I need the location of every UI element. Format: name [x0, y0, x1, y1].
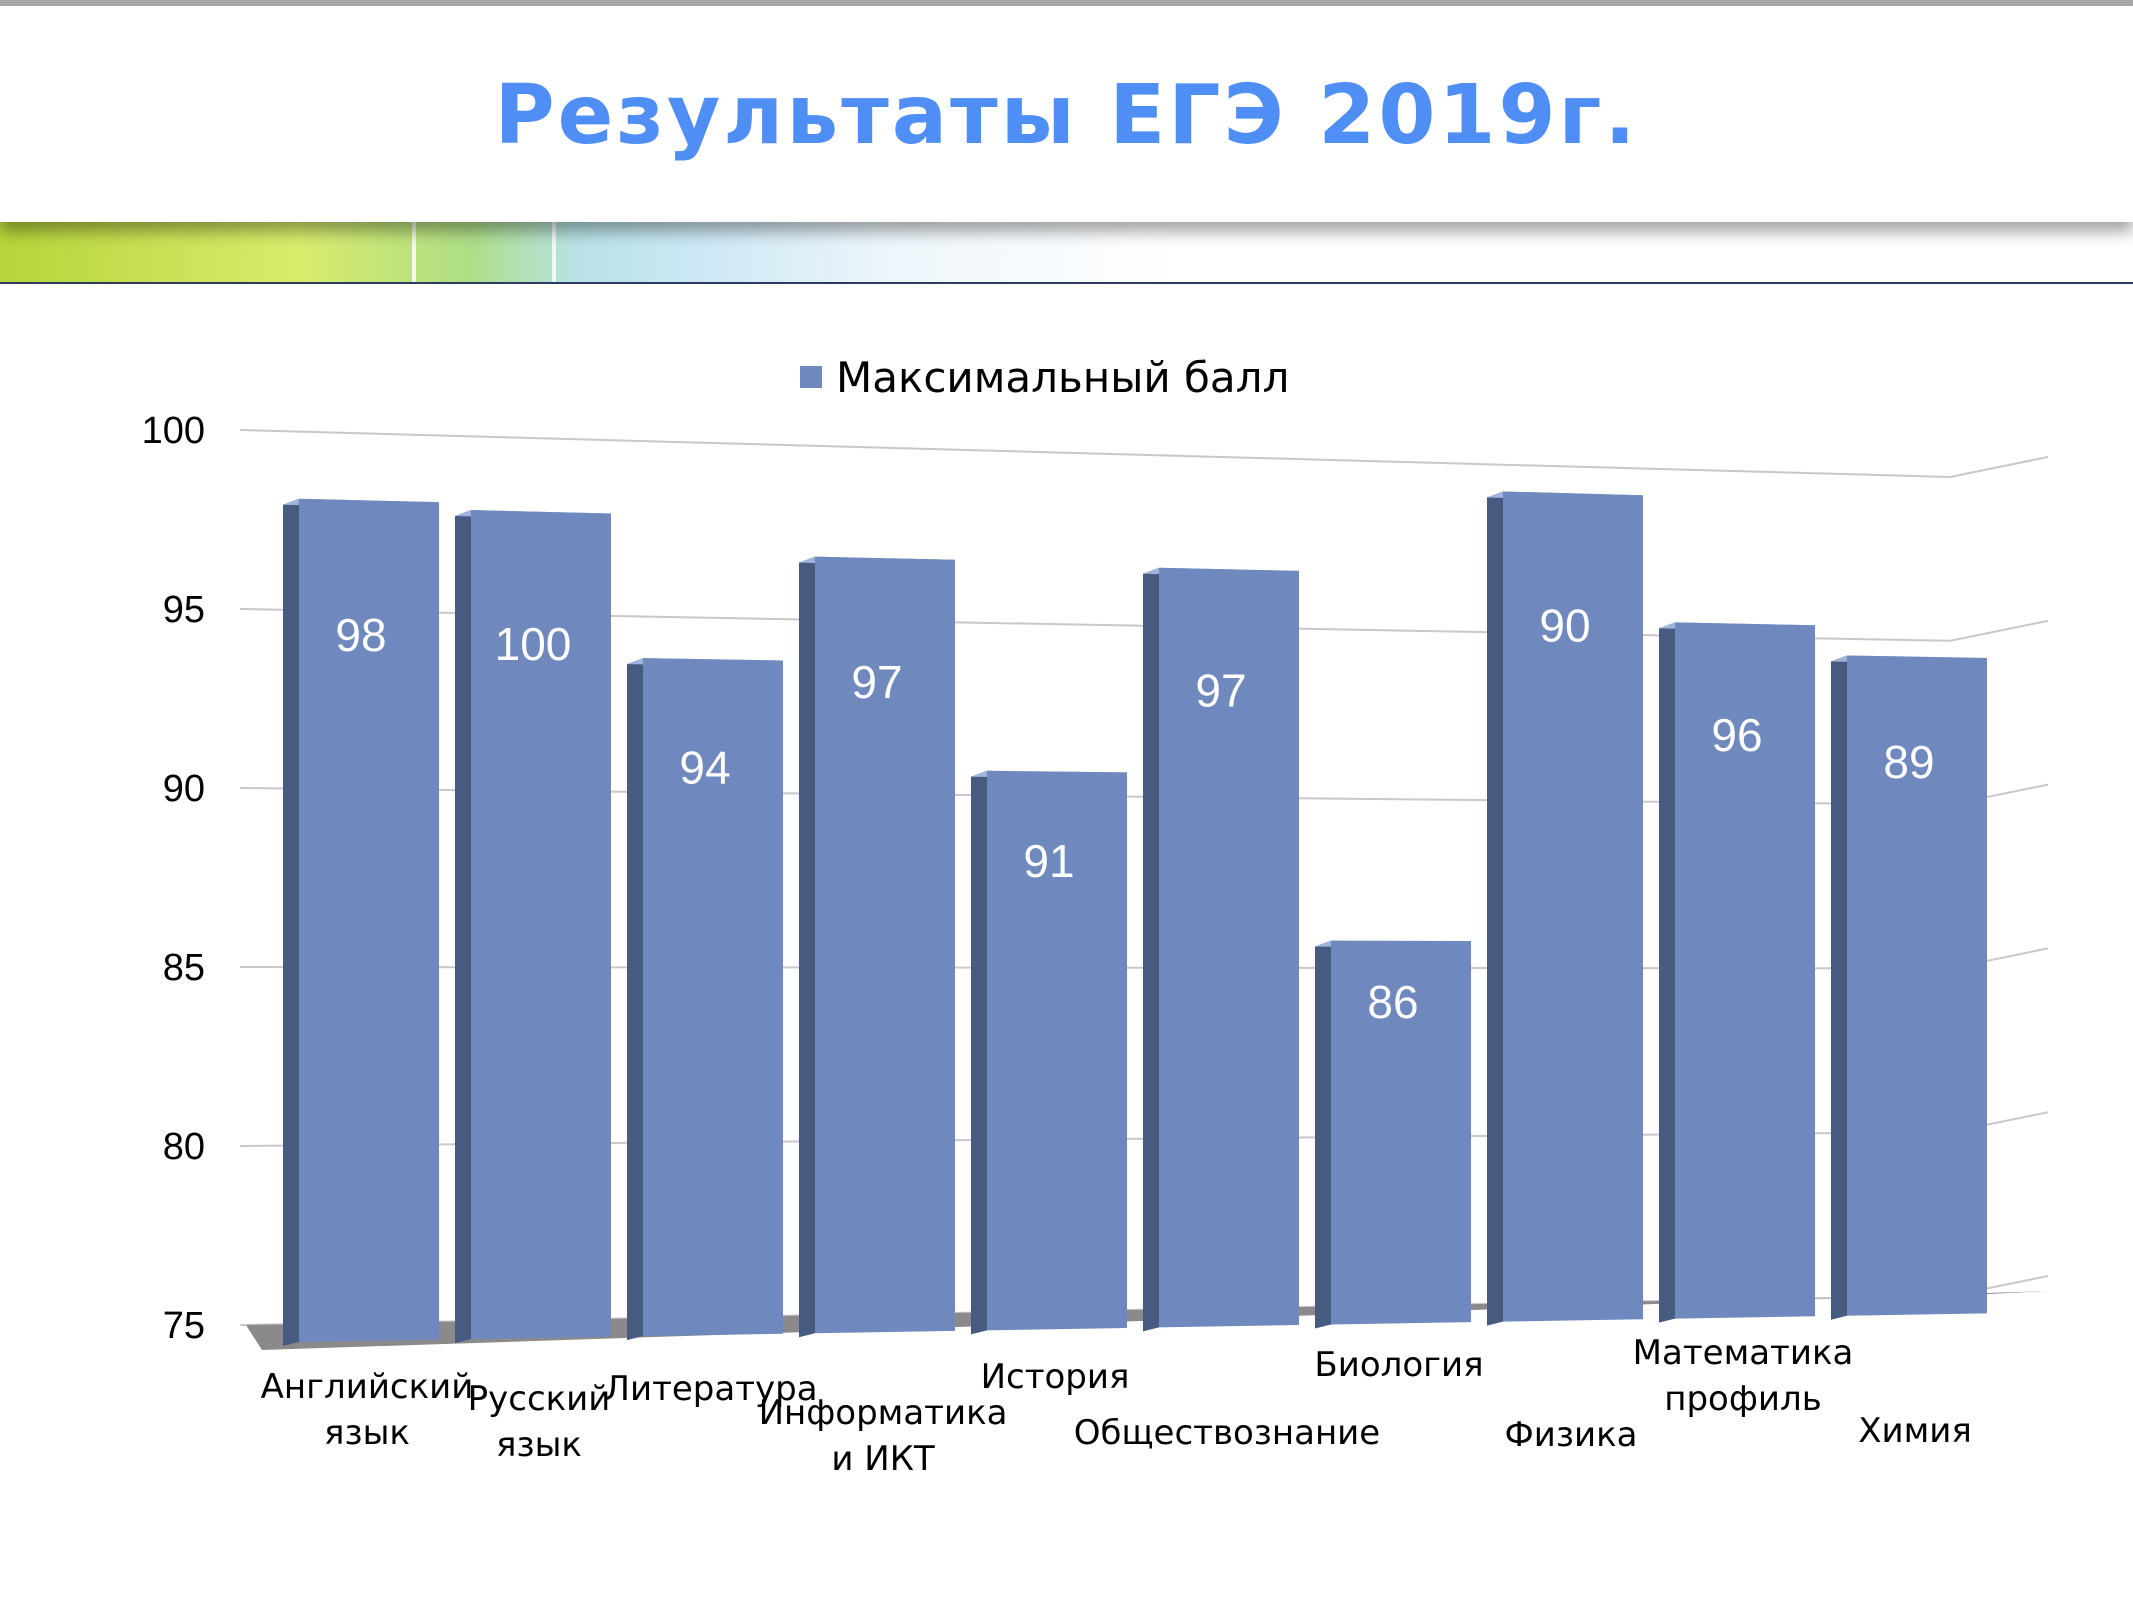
category-label-line: профиль — [1664, 1379, 1822, 1419]
y-tick-label: 100 — [142, 410, 205, 452]
bar-side — [283, 498, 299, 1346]
bar-side — [971, 770, 987, 1335]
category-label-line: Информатика — [759, 1393, 1008, 1433]
decorative-banner — [0, 222, 2133, 284]
bar — [1503, 491, 1643, 1322]
y-tick-label: 80 — [163, 1126, 205, 1168]
category-label: Английский язык — [261, 1367, 474, 1453]
y-tick-label: 85 — [163, 947, 205, 989]
category-label-line: язык — [324, 1413, 410, 1453]
legend-swatch — [800, 366, 822, 388]
data-label: 94 — [679, 741, 730, 793]
category-label: Обществознание — [1074, 1413, 1380, 1453]
banner-stripe — [412, 222, 416, 284]
slide-header: Результаты ЕГЭ 2019г. — [0, 6, 2133, 222]
data-label: 97 — [851, 656, 902, 708]
gridline-side — [1949, 619, 2049, 642]
category-label: История — [981, 1357, 1130, 1397]
bar-side — [1659, 622, 1675, 1323]
bar — [1159, 567, 1299, 1328]
gridline-side — [1949, 456, 2049, 478]
top-border — [0, 0, 2133, 6]
data-label: 91 — [1023, 835, 1074, 887]
category-label-line: и ИКТ — [831, 1439, 934, 1479]
category-label: Литература — [604, 1369, 817, 1409]
bar-side — [1831, 655, 1847, 1320]
bar-side — [799, 556, 815, 1338]
bar — [1847, 655, 1987, 1316]
data-label: 96 — [1711, 709, 1762, 761]
banner-stripe — [552, 222, 556, 284]
category-label-line: Химия — [1858, 1411, 1972, 1451]
data-label: 100 — [495, 618, 572, 670]
gridline — [239, 429, 1951, 478]
chart-legend: Максимальный балл — [800, 352, 1289, 402]
y-tick-label: 90 — [163, 768, 205, 810]
category-label: Биология — [1314, 1345, 1483, 1385]
bar — [1331, 940, 1471, 1325]
data-label: 98 — [335, 609, 386, 661]
category-label: Информатика и ИКТ — [759, 1393, 1008, 1479]
category-label: Математика профиль — [1633, 1333, 1854, 1419]
category-label-line: язык — [496, 1425, 582, 1465]
bar — [815, 556, 955, 1334]
category-label-line: Биология — [1314, 1345, 1483, 1385]
category-label: Химия — [1858, 1411, 1972, 1451]
category-label-line: Русский — [468, 1379, 611, 1419]
data-label: 89 — [1883, 736, 1934, 788]
y-tick-label: 75 — [163, 1305, 205, 1347]
bar — [643, 658, 783, 1337]
bar-side — [1487, 491, 1503, 1326]
bar — [471, 510, 611, 1340]
category-label-line: Литература — [604, 1369, 817, 1409]
category-label-line: Математика — [1633, 1333, 1854, 1373]
category-label-line: История — [981, 1357, 1130, 1397]
category-label-line: Физика — [1505, 1415, 1638, 1455]
legend-label: Максимальный балл — [836, 352, 1290, 402]
page-title: Результаты ЕГЭ 2019г. — [494, 68, 1639, 163]
bar — [987, 770, 1127, 1331]
category-label: Русский язык — [468, 1379, 611, 1465]
category-label-line: Обществознание — [1074, 1413, 1380, 1453]
bar — [299, 498, 439, 1342]
data-label: 86 — [1367, 976, 1418, 1028]
data-label: 97 — [1195, 664, 1246, 716]
bar-side — [455, 510, 471, 1344]
bar-side — [627, 658, 643, 1341]
y-tick-label: 95 — [163, 589, 205, 631]
bar-side — [1143, 567, 1159, 1332]
bar — [1675, 622, 1815, 1319]
category-label: Физика — [1505, 1415, 1638, 1455]
bar-side — [1315, 940, 1331, 1329]
banner-divider — [0, 282, 2133, 284]
data-label: 90 — [1539, 600, 1590, 652]
category-label-line: Английский — [261, 1367, 474, 1407]
